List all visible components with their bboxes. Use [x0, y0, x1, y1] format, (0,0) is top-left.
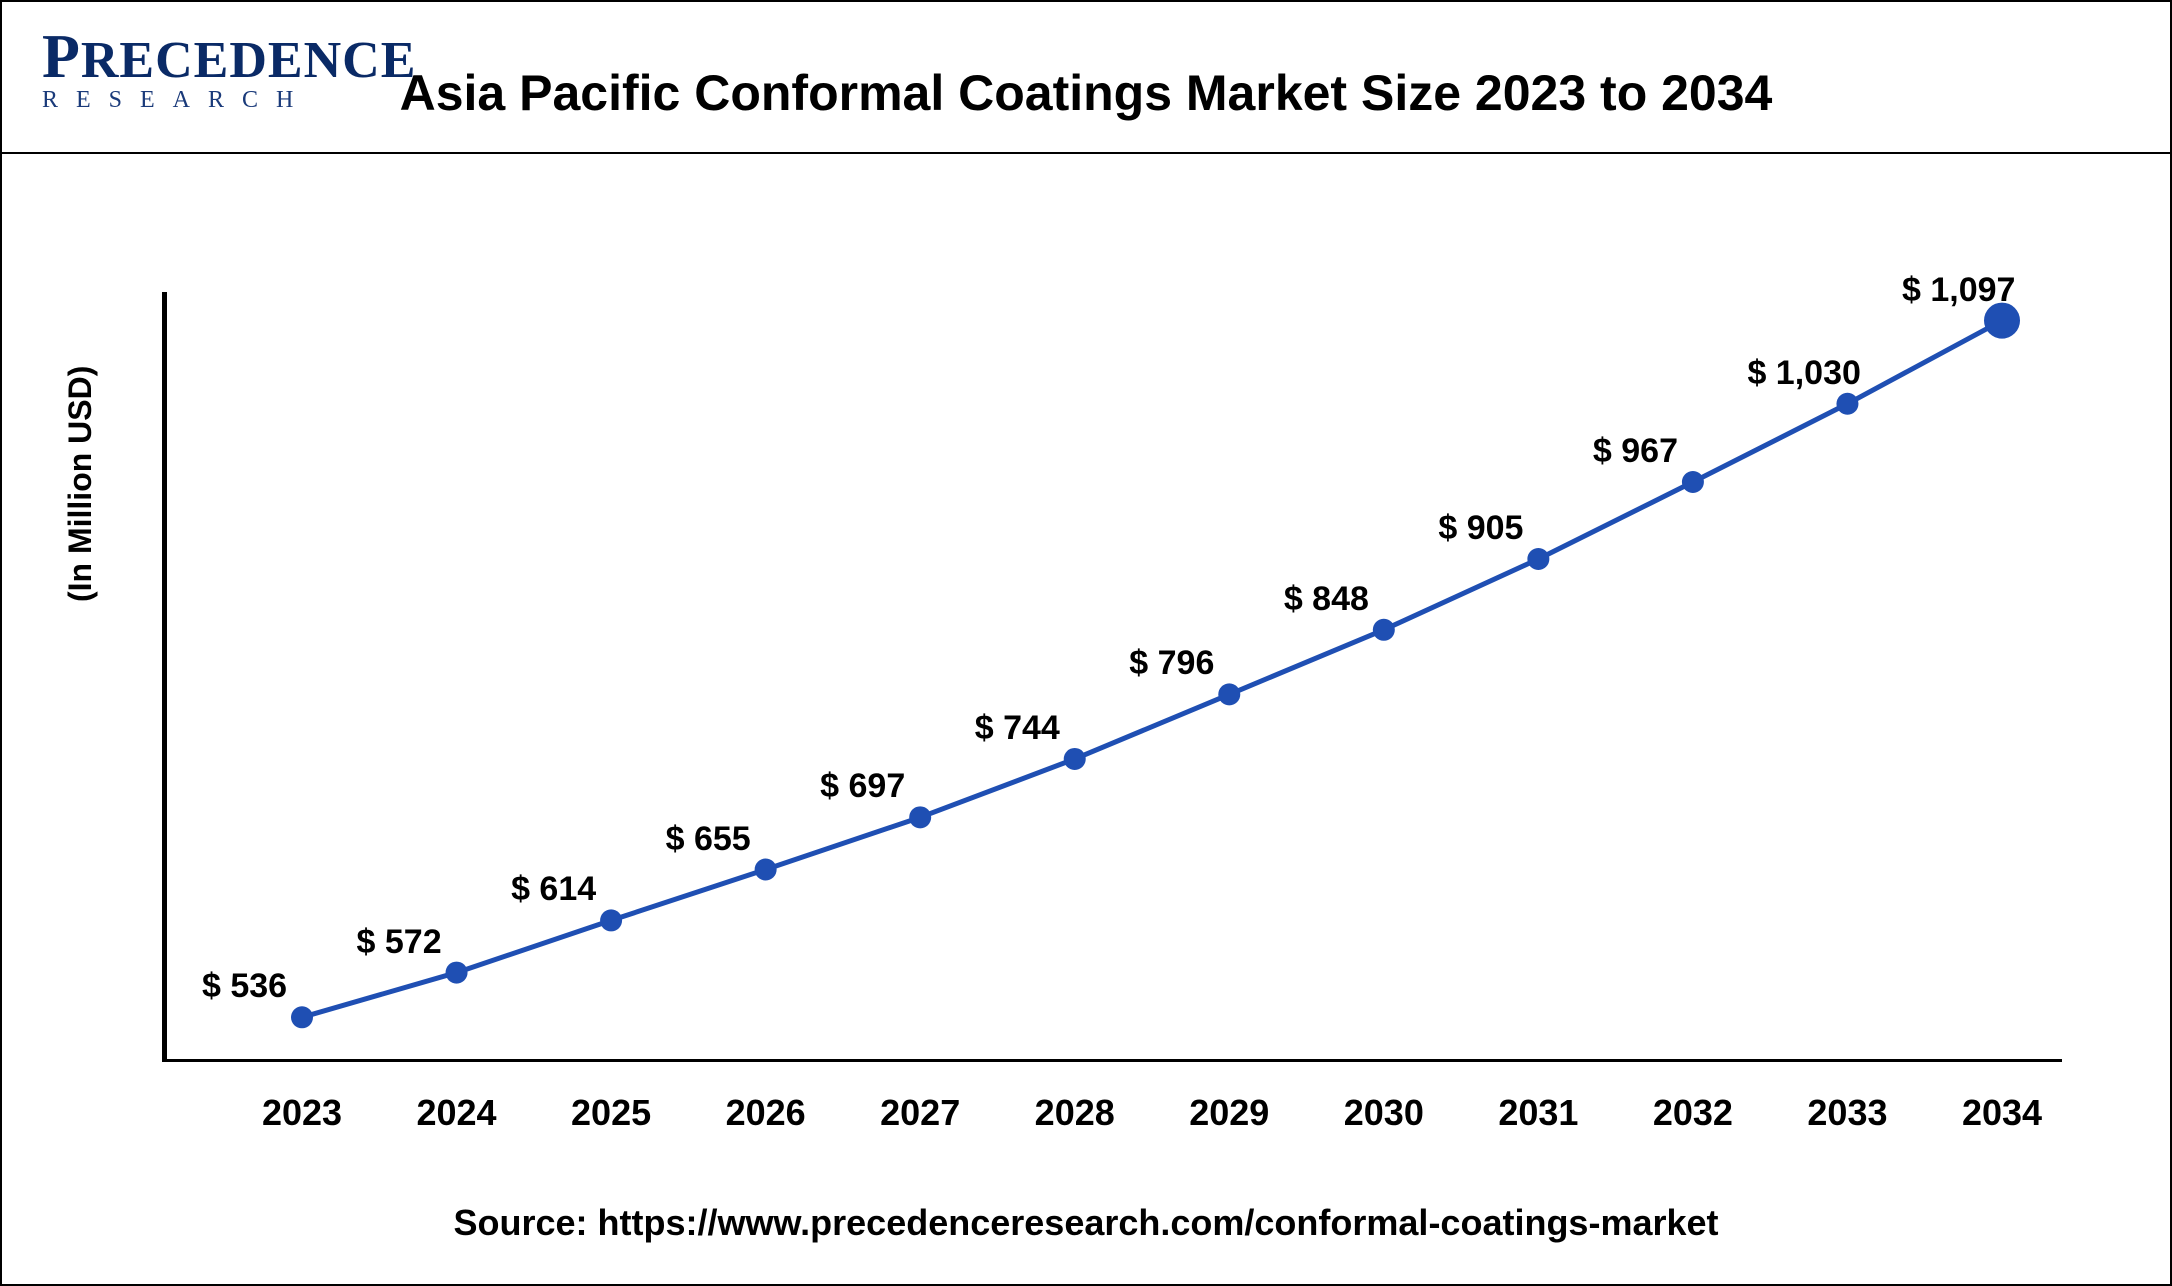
data-marker — [1064, 748, 1086, 770]
chart-container: PRECEDENCE RESEARCH Asia Pacific Conform… — [0, 0, 2172, 1286]
data-label: $ 848 — [1284, 580, 1369, 619]
data-label: $ 1,097 — [1902, 271, 2015, 310]
x-tick-label: 2024 — [397, 1092, 517, 1134]
x-tick-label: 2028 — [1015, 1092, 1135, 1134]
plot-area: $ 536 $ 572 $ 614 $ 655 $ 697 $ 744 $ 796 $ 848… — [162, 292, 2062, 1062]
data-label: $ 905 — [1438, 509, 1523, 548]
data-marker — [446, 962, 468, 984]
data-label: $ 967 — [1593, 432, 1678, 471]
data-marker — [600, 909, 622, 931]
data-label: $ 1,030 — [1747, 354, 1860, 393]
x-tick-label: 2023 — [242, 1092, 362, 1134]
x-tick-label: 2026 — [706, 1092, 826, 1134]
data-label: $ 744 — [975, 709, 1060, 748]
line-chart-svg — [162, 292, 2062, 1062]
data-marker — [909, 806, 931, 828]
data-marker — [1836, 393, 1858, 415]
data-label: $ 572 — [357, 923, 442, 962]
x-tick-label: 2032 — [1633, 1092, 1753, 1134]
y-axis-label: (In Million USD) — [62, 366, 99, 602]
x-tick-label: 2030 — [1324, 1092, 1444, 1134]
data-marker — [1682, 471, 1704, 493]
header: PRECEDENCE RESEARCH Asia Pacific Conform… — [2, 2, 2170, 154]
data-label: $ 796 — [1129, 644, 1214, 683]
x-tick-label: 2029 — [1169, 1092, 1289, 1134]
chart-title: Asia Pacific Conformal Coatings Market S… — [2, 64, 2170, 122]
x-tick-label: 2033 — [1787, 1092, 1907, 1134]
data-label: $ 536 — [202, 967, 287, 1006]
data-label: $ 655 — [666, 820, 751, 859]
x-ticks: 2023 2024 2025 2026 2027 2028 2029 2030 2031 2032… — [162, 1092, 2062, 1152]
x-tick-label: 2025 — [551, 1092, 671, 1134]
data-marker — [1527, 548, 1549, 570]
data-marker — [291, 1006, 313, 1028]
x-tick-label: 2034 — [1942, 1092, 2062, 1134]
x-tick-label: 2031 — [1478, 1092, 1598, 1134]
data-marker — [1373, 619, 1395, 641]
source-text: Source: https://www.precedenceresearch.c… — [2, 1202, 2170, 1244]
data-label: $ 697 — [820, 767, 905, 806]
data-label: $ 614 — [511, 870, 596, 909]
data-marker — [755, 859, 777, 881]
x-tick-label: 2027 — [860, 1092, 980, 1134]
data-marker — [1218, 683, 1240, 705]
